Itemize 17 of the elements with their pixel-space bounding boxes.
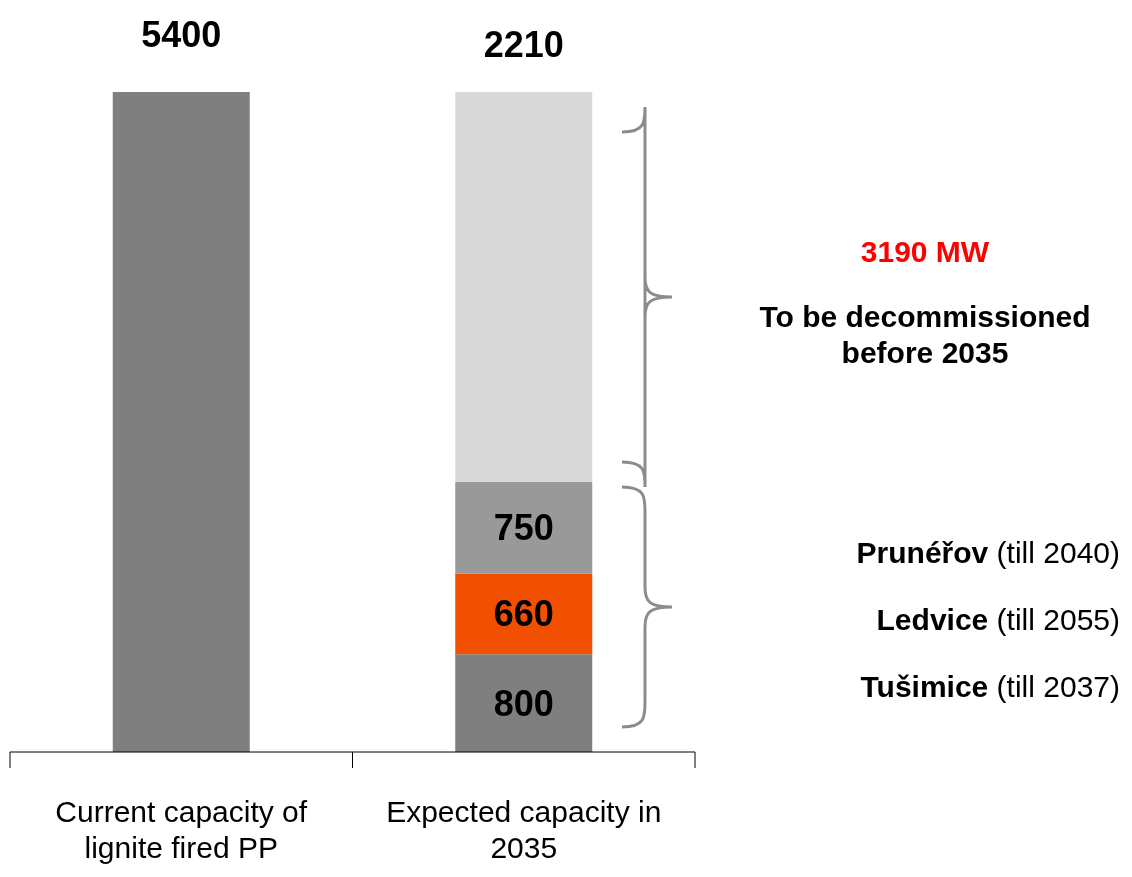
bar <box>455 481 593 574</box>
data-label: 660 <box>493 593 554 635</box>
text: Ledvice (till 2055) <box>876 602 1120 636</box>
text: Tušimice (till 2037) <box>860 669 1120 703</box>
data-label: 750 <box>493 507 554 549</box>
text: 2210 <box>483 24 564 65</box>
bar <box>455 92 593 482</box>
text: 3190 MW <box>860 235 990 268</box>
data-label: 800 <box>493 682 554 724</box>
x-tick-label: Expected capacity in 2035 <box>386 795 662 864</box>
x-tick-label: Current capacity of lignite fired PP <box>55 795 308 864</box>
bar <box>455 654 593 752</box>
text: Prunéřov (till 2040) <box>856 535 1120 569</box>
bar <box>455 573 593 655</box>
total-label: 5400 <box>141 14 222 55</box>
text: To be decommissioned before 2035 <box>759 300 1091 369</box>
bar <box>112 92 250 752</box>
